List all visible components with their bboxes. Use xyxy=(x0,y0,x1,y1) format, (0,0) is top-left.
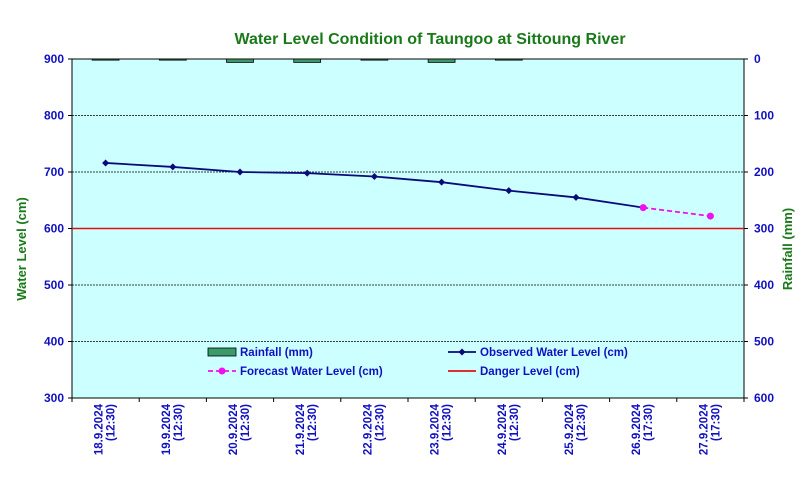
rainfall-bar xyxy=(494,58,523,61)
y-tick-label: 900 xyxy=(44,52,64,66)
x-tick-label: 25.9.2024 (12:30) xyxy=(564,403,588,455)
rainfall-bar xyxy=(293,58,322,63)
rainfall-bar xyxy=(158,58,187,61)
y-tick-label: 300 xyxy=(44,391,64,405)
observed-point xyxy=(303,169,311,177)
y2-tick-label: 200 xyxy=(754,165,774,179)
y-axis-label: Water Level (cm) xyxy=(14,197,29,301)
legend-marker xyxy=(218,367,226,375)
x-tick-date: 22.9.2024 xyxy=(362,403,374,455)
x-tick-time: (12:30) xyxy=(374,404,386,441)
legend-label: Rainfall (mm) xyxy=(240,347,313,359)
x-tick-time: (12:30) xyxy=(576,404,588,441)
y-tick-label: 800 xyxy=(44,109,64,123)
y2-tick-label: 500 xyxy=(754,335,774,349)
y2-axis-label: Rainfall (mm) xyxy=(780,208,795,290)
x-tick-time: (17:30) xyxy=(643,404,655,441)
series-lines xyxy=(72,159,744,230)
observed-point xyxy=(572,193,580,201)
rainfall-bar xyxy=(226,58,254,63)
x-tick-label: 18.9.2024 (12:30) xyxy=(94,403,118,455)
x-tick-date: 19.9.2024 xyxy=(161,403,173,455)
observed-point xyxy=(169,163,177,171)
x-tick-date: 25.9.2024 xyxy=(564,403,576,455)
x-tick-date: 23.9.2024 xyxy=(430,403,442,455)
y2-tick-label: 100 xyxy=(754,109,774,123)
observed-point xyxy=(370,173,378,181)
legend-swatch xyxy=(207,347,237,357)
x-tick-time: (17:30) xyxy=(710,404,722,441)
observed-point xyxy=(438,178,446,186)
y2-tick-label: 600 xyxy=(754,391,774,405)
y-tick-label: 400 xyxy=(44,335,64,349)
x-tick-time: (12:30) xyxy=(307,404,319,441)
legend-label: Forecast Water Level (cm) xyxy=(240,366,383,378)
observed-point xyxy=(102,159,110,167)
legend-item: Danger Level (cm) xyxy=(448,366,580,378)
x-tick-time: (12:30) xyxy=(509,404,521,441)
x-tick-date: 21.9.2024 xyxy=(295,403,307,455)
legend-label: Observed Water Level (cm) xyxy=(480,347,628,359)
forecast-point xyxy=(639,204,647,212)
chart-title: Water Level Condition of Taungoo at Sitt… xyxy=(234,31,625,48)
rainfall-bars xyxy=(91,58,523,63)
rainfall-bar xyxy=(91,58,120,61)
y-tick-label: 500 xyxy=(44,278,64,292)
x-tick-label: 24.9.2024 (12:30) xyxy=(497,403,521,455)
forecast-point xyxy=(706,212,714,220)
x-tick-label: 19.9.2024 (12:30) xyxy=(161,403,185,455)
observed-point xyxy=(505,187,513,195)
x-tick-label: 21.9.2024 (12:30) xyxy=(295,403,319,455)
x-tick-date: 26.9.2024 xyxy=(631,403,643,455)
legend-label: Danger Level (cm) xyxy=(480,366,580,378)
legend-marker xyxy=(458,348,466,356)
forecast-water-level-line xyxy=(643,206,711,217)
x-tick-time: (12:30) xyxy=(240,404,252,441)
y2-tick-label: 0 xyxy=(754,52,761,66)
axes: 300 400 500 600 700 800 900 0 100 200 300 400 500 600… xyxy=(44,52,774,455)
y2-tick-label: 400 xyxy=(754,278,774,292)
legend-item: Forecast Water Level (cm) xyxy=(208,366,383,378)
rainfall-bar xyxy=(360,58,389,61)
x-tick-date: 27.9.2024 xyxy=(698,403,710,455)
y2-tick-label: 300 xyxy=(754,222,774,236)
x-tick-label: 26.9.2024 (17:30) xyxy=(631,403,655,455)
rainfall-bar xyxy=(427,58,456,63)
x-tick-date: 20.9.2024 xyxy=(228,403,240,455)
x-tick-date: 18.9.2024 xyxy=(94,403,106,455)
x-tick-time: (12:30) xyxy=(106,404,118,441)
x-tick-label: 27.9.2024 (17:30) xyxy=(698,403,722,455)
y-tick-label: 600 xyxy=(44,222,64,236)
observed-point xyxy=(236,168,244,176)
x-tick-label: 22.9.2024 (12:30) xyxy=(362,403,386,455)
x-tick-date: 24.9.2024 xyxy=(497,403,509,455)
legend-item: Rainfall (mm) xyxy=(207,347,313,359)
x-tick-time: (12:30) xyxy=(442,404,454,441)
x-tick-label: 23.9.2024 (12:30) xyxy=(430,403,454,455)
legend-item: Observed Water Level (cm) xyxy=(448,347,628,359)
legend: Rainfall (mm) Observed Water Level (cm) Fo… xyxy=(207,347,628,378)
x-tick-label: 20.9.2024 (12:30) xyxy=(228,403,252,455)
x-tick-time: (12:30) xyxy=(173,404,185,441)
y-tick-label: 700 xyxy=(44,165,64,179)
